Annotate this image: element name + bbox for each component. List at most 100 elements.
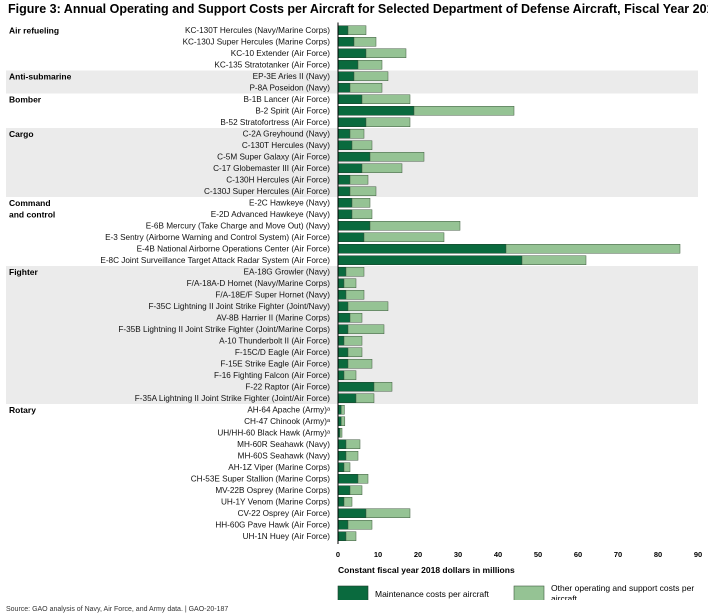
bar-maintenance bbox=[337, 462, 345, 472]
bar-other bbox=[521, 255, 587, 265]
bar-other bbox=[349, 129, 365, 139]
category-label: F/A-18A-D Hornet (Navy/Marine Corps) bbox=[187, 279, 331, 288]
bar-maintenance bbox=[337, 531, 347, 541]
bar-other bbox=[343, 497, 353, 507]
category-label: C-130T Hercules (Navy) bbox=[242, 141, 330, 150]
category-label: HH-60G Pave Hawk (Air Force) bbox=[215, 521, 330, 530]
category-label: E-2C Hawkeye (Navy) bbox=[249, 199, 330, 208]
category-label: F-35C Lightning II Joint Strike Fighter … bbox=[148, 302, 330, 311]
group-band bbox=[6, 128, 698, 197]
x-tick-label: 80 bbox=[654, 550, 662, 559]
category-label: UH/HH-60 Black Hawk (Army)ᵃ bbox=[217, 429, 331, 438]
bar-maintenance bbox=[337, 451, 347, 461]
bar-maintenance bbox=[337, 336, 345, 346]
category-label: UH-1Y Venom (Marine Corps) bbox=[221, 498, 330, 507]
bar-maintenance bbox=[337, 25, 349, 35]
bar-other bbox=[349, 313, 363, 323]
category-label: CH-53E Super Stallion (Marine Corps) bbox=[191, 475, 331, 484]
group-label: Air refueling bbox=[9, 26, 59, 36]
group-label: Rotary bbox=[9, 405, 36, 415]
bar-maintenance bbox=[337, 186, 351, 196]
legend-swatch-other bbox=[513, 585, 545, 600]
x-tick-label: 10 bbox=[374, 550, 382, 559]
category-label: B-2 Spirit (Air Force) bbox=[255, 107, 330, 116]
bar-other bbox=[347, 359, 373, 369]
bar-maintenance bbox=[337, 439, 347, 449]
x-tick-label: 20 bbox=[414, 550, 422, 559]
bar-maintenance bbox=[337, 60, 359, 70]
bar-other bbox=[347, 301, 389, 311]
bar-maintenance bbox=[337, 324, 349, 334]
category-label: KC-130T Hercules (Navy/Marine Corps) bbox=[185, 26, 330, 35]
bar-other bbox=[413, 106, 515, 116]
category-label: MV-22B Osprey (Marine Corps) bbox=[215, 486, 330, 495]
category-label: E-4B National Airborne Operations Center… bbox=[137, 245, 331, 254]
bar-other bbox=[343, 278, 357, 288]
bar-other bbox=[355, 393, 375, 403]
bar-maintenance bbox=[337, 382, 375, 392]
category-label: C-130H Hercules (Air Force) bbox=[226, 176, 330, 185]
bar-maintenance bbox=[337, 117, 367, 127]
category-label: C-17 Globemaster III (Air Force) bbox=[213, 164, 330, 173]
category-label: E-2D Advanced Hawkeye (Navy) bbox=[211, 210, 330, 219]
x-tick-label: 70 bbox=[614, 550, 622, 559]
group-band bbox=[6, 70, 698, 94]
category-label: F-16 Fighting Falcon (Air Force) bbox=[214, 371, 330, 380]
bar-other bbox=[365, 117, 411, 127]
bar-maintenance bbox=[337, 508, 367, 518]
bar-other bbox=[349, 485, 363, 495]
bar-other bbox=[339, 428, 343, 438]
category-label: E-6B Mercury (Take Charge and Move Out) … bbox=[146, 222, 331, 231]
bar-maintenance bbox=[337, 497, 345, 507]
category-label: F-15E Strike Eagle (Air Force) bbox=[220, 360, 330, 369]
category-label: KC-10 Extender (Air Force) bbox=[231, 49, 330, 58]
x-tick-label: 90 bbox=[694, 550, 702, 559]
category-label: F-35A Lightning II Joint Strike Fighter … bbox=[135, 394, 330, 403]
group-label: Fighter bbox=[9, 267, 38, 277]
bar-other bbox=[351, 198, 371, 208]
category-label: AH-1Z Viper (Marine Corps) bbox=[228, 463, 330, 472]
category-label: F-35B Lightning II Joint Strike Fighter … bbox=[118, 325, 330, 334]
legend-label-maintenance: Maintenance costs per aircraft bbox=[375, 589, 489, 599]
category-label: CH-47 Chinook (Army)ᵃ bbox=[244, 417, 331, 426]
bar-other bbox=[357, 474, 369, 484]
x-tick-label: 60 bbox=[574, 550, 582, 559]
bar-maintenance bbox=[337, 255, 523, 265]
bar-maintenance bbox=[337, 474, 359, 484]
bar-maintenance bbox=[337, 83, 351, 93]
x-tick-label: 50 bbox=[534, 550, 542, 559]
category-label: CV-22 Osprey (Air Force) bbox=[238, 509, 331, 518]
bar-other bbox=[505, 244, 681, 254]
bar-maintenance bbox=[337, 94, 363, 104]
bar-other bbox=[349, 175, 369, 185]
bar-other bbox=[347, 324, 385, 334]
category-label: UH-1N Huey (Air Force) bbox=[243, 532, 331, 541]
x-tick-label: 30 bbox=[454, 550, 462, 559]
category-label: A-10 Thunderbolt II (Air Force) bbox=[219, 337, 330, 346]
category-label: E-3 Sentry (Airborne Warning and Control… bbox=[105, 233, 330, 242]
bar-maintenance bbox=[337, 129, 351, 139]
category-label: AH-64 Apache (Army)ᵃ bbox=[247, 406, 331, 415]
x-tick-label: 0 bbox=[336, 550, 340, 559]
group-label: Bomber bbox=[9, 95, 42, 105]
category-label: C-130J Super Hercules (Air Force) bbox=[204, 187, 330, 196]
bar-other bbox=[369, 221, 461, 231]
bar-other bbox=[365, 48, 407, 58]
bar-other bbox=[353, 37, 377, 47]
x-tick-label: 40 bbox=[494, 550, 502, 559]
bar-maintenance bbox=[337, 152, 371, 162]
bar-maintenance bbox=[337, 175, 351, 185]
stacked-bar-chart: Air refueling KC-130T Hercules (Navy/Mari… bbox=[6, 22, 702, 600]
bar-maintenance bbox=[337, 221, 371, 231]
bar-maintenance bbox=[337, 198, 353, 208]
category-label: MH-60S Seahawk (Navy) bbox=[238, 452, 331, 461]
bar-other bbox=[369, 152, 425, 162]
category-label: C-2A Greyhound (Navy) bbox=[243, 130, 331, 139]
bar-other bbox=[343, 336, 363, 346]
legend-label-other: Other operating and support costs per air… bbox=[551, 583, 694, 600]
category-label: MH-60R Seahawk (Navy) bbox=[237, 440, 330, 449]
bar-maintenance bbox=[337, 393, 357, 403]
category-label: KC-135 Stratotanker (Air Force) bbox=[214, 61, 330, 70]
bar-maintenance bbox=[337, 244, 507, 254]
bar-other bbox=[343, 462, 351, 472]
